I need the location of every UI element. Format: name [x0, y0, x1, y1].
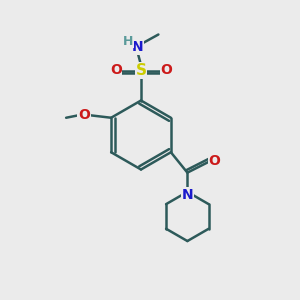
Text: O: O [110, 64, 122, 77]
Text: O: O [78, 108, 90, 122]
Text: O: O [208, 154, 220, 168]
Text: N: N [132, 40, 143, 54]
Text: O: O [160, 64, 172, 77]
Text: H: H [123, 34, 133, 48]
Text: N: N [182, 188, 193, 202]
Text: S: S [136, 63, 146, 78]
